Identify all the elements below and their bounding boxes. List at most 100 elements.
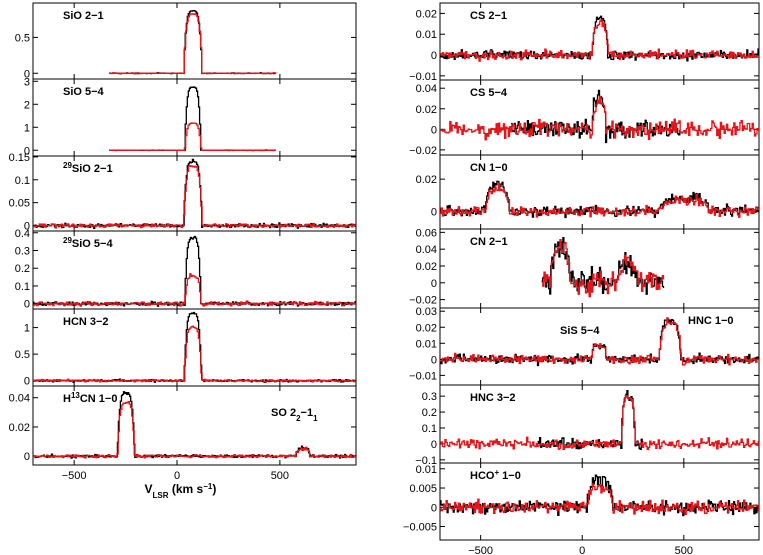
right-column: −0.01 0 0.01 0.02 CS 2−1 −0.02 0 0.02 0.04 CS 5−4… xyxy=(403,2,760,555)
panel-right-3: −0.02 0 0.02 0.04 0.06 CN 2−1 xyxy=(409,227,760,309)
line-label: SO 22−11 xyxy=(271,407,318,423)
panel-right-5: −0.1 0 0.1 0.2 0.3 HNC 3−2 xyxy=(415,384,760,467)
y-tick-label: 0 xyxy=(24,145,30,157)
panel-label-part-0: SiO 5−4 xyxy=(63,86,105,98)
panel-label-part-0: CS 5−4 xyxy=(470,87,508,99)
x-tick-label: 0 xyxy=(579,545,585,555)
y-tick-label: 0.5 xyxy=(15,349,30,361)
y-tick-label: 0.2 xyxy=(422,407,437,419)
panel-label: 29SiO 5−4 xyxy=(63,236,113,251)
y-tick-label: −0.005 xyxy=(403,522,437,534)
panel-label-part-1: SiO 5−4 xyxy=(72,238,114,250)
line-label-part-2: −1 xyxy=(301,407,314,419)
spectrum-red xyxy=(440,19,759,62)
panel-label: CN 2−1 xyxy=(470,236,508,248)
spectrum-red xyxy=(440,95,759,141)
line-label: SiS 5−4 xyxy=(560,325,600,337)
panel-label-part-0: HCO xyxy=(470,470,495,482)
y-tick-label: 0.05 xyxy=(9,198,30,210)
y-tick-label: 0.02 xyxy=(416,8,437,20)
y-tick-label: 0 xyxy=(24,376,30,388)
y-tick-label: 0.01 xyxy=(416,464,437,476)
panel-label-part-0: H xyxy=(63,393,71,405)
panel-label: HNC 1−0 xyxy=(688,315,734,327)
y-tick-label: 0.04 xyxy=(9,393,30,405)
panel-right-4: −0.01 0 0.01 0.02 0.03 HNC 1−0 SiS 5−4 xyxy=(409,306,760,386)
panel-label: 29SiO 2−1 xyxy=(63,161,113,176)
spectrum-red xyxy=(440,483,759,516)
y-tick-label: 1 xyxy=(24,122,30,134)
y-tick-label: 3 xyxy=(24,76,30,88)
panel-right-1: −0.02 0 0.02 0.04 CS 5−4 xyxy=(409,79,760,157)
panel-label-part-2: 1−0 xyxy=(499,470,521,482)
y-tick-label: 0.06 xyxy=(416,227,437,239)
y-tick-label: 0.02 xyxy=(416,322,437,334)
spectrum-black xyxy=(109,86,276,152)
panel-label: SiO 2−1 xyxy=(63,10,104,22)
y-tick-label: 0 xyxy=(24,451,30,463)
spectrum-red xyxy=(541,239,665,298)
panel-label: SiO 5−4 xyxy=(63,86,105,98)
panel-label-part-0: CN 2−1 xyxy=(470,236,508,248)
panel-right-0: −0.01 0 0.01 0.02 CS 2−1 xyxy=(409,2,760,83)
panel-label: HNC 3−2 xyxy=(470,392,516,404)
spectrum-red xyxy=(109,122,276,152)
y-tick-label: −0.01 xyxy=(409,71,437,83)
x-axis-title: VLSR (km s−1) xyxy=(145,482,217,500)
spectrum-red xyxy=(33,401,356,459)
panel-label: HCN 3−2 xyxy=(63,316,109,328)
spectrum-red xyxy=(440,317,759,366)
y-tick-label: 0.02 xyxy=(416,104,437,116)
line-label-part-0: SiS 5−4 xyxy=(560,325,600,337)
spectrum-black xyxy=(109,10,277,75)
y-tick-label: 0.1 xyxy=(15,175,30,187)
spectrum-red xyxy=(440,394,759,451)
y-tick-label: 0.5 xyxy=(15,32,30,44)
y-tick-label: 0.1 xyxy=(15,281,30,293)
spectrum-red xyxy=(33,325,356,383)
panel-label-part-0: 29 xyxy=(63,236,72,245)
panel-label-part-0: CN 1−0 xyxy=(470,162,508,174)
line-label-part-0: SO 2 xyxy=(271,407,296,419)
y-tick-label: 0.3 xyxy=(15,246,30,258)
y-tick-label: 0 xyxy=(431,354,437,366)
x-tick-label: −500 xyxy=(62,470,87,482)
y-tick-label: 0.1 xyxy=(422,423,437,435)
y-tick-label: 0.02 xyxy=(416,174,437,186)
panel-label-part-1: SiO 2−1 xyxy=(72,163,113,175)
y-tick-label: 0.04 xyxy=(416,244,437,256)
y-tick-label: 0.04 xyxy=(416,83,437,95)
panel-label-part-0: CS 2−1 xyxy=(470,10,507,22)
panel-left-4: 0 0.5 1 HCN 3−2 xyxy=(15,308,357,388)
x-tick-label: 500 xyxy=(271,470,289,482)
panel-label: CS 5−4 xyxy=(470,87,508,99)
y-tick-label: 0 xyxy=(431,206,437,218)
y-tick-label: 0.01 xyxy=(416,29,437,41)
y-tick-label: 0.005 xyxy=(409,483,437,495)
panel-label-part-2: CN 1−0 xyxy=(80,393,118,405)
y-tick-label: 0.3 xyxy=(422,391,437,403)
spectrum-black xyxy=(511,89,681,144)
spectrum-red xyxy=(440,183,759,218)
panel-label-part-1: + xyxy=(494,468,499,477)
panel-left-3: 0 0.1 0.2 0.3 0.4 29SiO 5−4 xyxy=(15,228,357,311)
line-label-part-1: 2 xyxy=(296,414,301,423)
panel-frame xyxy=(32,385,357,466)
y-tick-label: 2 xyxy=(24,99,30,111)
y-tick-label: 0 xyxy=(24,221,30,233)
panel-right-2: 0 0.02 CN 1−0 xyxy=(416,154,760,230)
y-tick-label: 0.03 xyxy=(416,306,437,318)
panel-label: CS 2−1 xyxy=(470,10,507,22)
spectrum-red xyxy=(33,273,356,307)
y-tick-label: 0 xyxy=(431,439,437,451)
spectrum-red xyxy=(109,13,277,75)
y-tick-label: 0 xyxy=(24,299,30,311)
line-label-part-3: 1 xyxy=(313,414,318,423)
panel-label: H13CN 1−0 xyxy=(63,391,117,406)
panel-right-6: −0.005 0 0.005 0.01 HCO+ 1−0 xyxy=(403,462,760,541)
panel-frame xyxy=(439,462,760,541)
y-tick-label: −0.01 xyxy=(409,370,437,382)
y-tick-label: 0.02 xyxy=(416,261,437,273)
